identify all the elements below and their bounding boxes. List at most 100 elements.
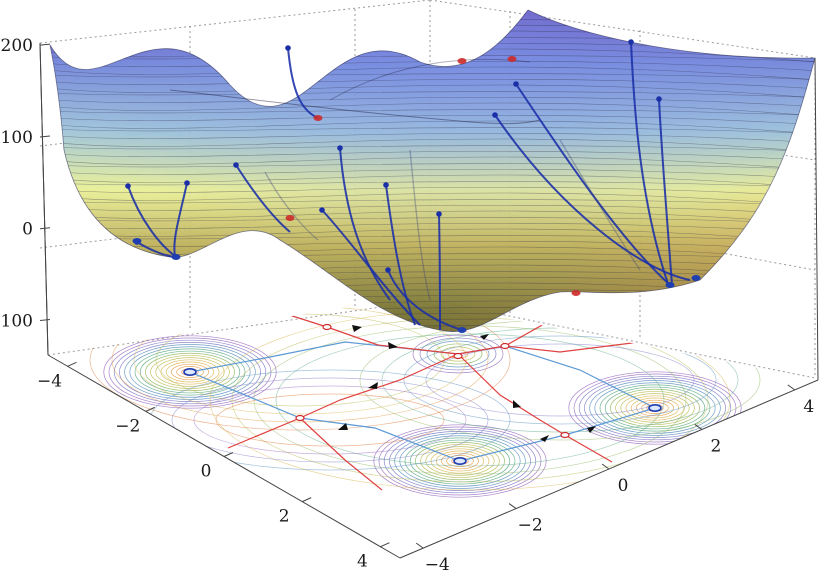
contour-ring bbox=[620, 393, 690, 423]
gradient-path bbox=[235, 164, 291, 233]
surface-ridge bbox=[169, 89, 541, 125]
contour-line bbox=[171, 377, 489, 463]
floor-saddle-marker bbox=[322, 323, 332, 331]
separatrix bbox=[227, 353, 459, 449]
contour-line bbox=[155, 313, 445, 407]
surface-minimum-marker bbox=[457, 327, 467, 333]
separatrix bbox=[282, 312, 459, 355]
left-tick-mark bbox=[223, 452, 234, 457]
path-start-point bbox=[385, 267, 391, 273]
gradient-path bbox=[494, 114, 691, 281]
right-tick-mark bbox=[601, 463, 610, 470]
path-start-point bbox=[285, 45, 291, 51]
path-start-point bbox=[513, 81, 519, 87]
contour-ring bbox=[404, 437, 516, 485]
surface-minimum-marker bbox=[132, 238, 142, 244]
surface-contour bbox=[50, 163, 815, 171]
floor-minimum-marker bbox=[453, 456, 467, 465]
surface-contour bbox=[50, 217, 815, 225]
contour-ring bbox=[399, 435, 521, 487]
gradient-path-back bbox=[409, 149, 431, 301]
path-start-point bbox=[492, 112, 498, 118]
surface-contour bbox=[50, 204, 815, 216]
contour-ring bbox=[435, 450, 485, 472]
z-tick-label: −100 bbox=[0, 311, 33, 331]
contour-ring bbox=[584, 377, 726, 439]
surface-critical-marker bbox=[571, 290, 581, 296]
contour-ring bbox=[641, 402, 669, 414]
floor-saddle-marker bbox=[453, 352, 463, 360]
z-tick-mark bbox=[39, 318, 51, 321]
contour-ring bbox=[119, 341, 261, 403]
gradient-path bbox=[339, 147, 391, 301]
contour-ring bbox=[134, 348, 246, 396]
contour-ring bbox=[630, 397, 680, 419]
surface-contour bbox=[50, 114, 815, 126]
path-start-point bbox=[383, 182, 389, 188]
contour-ring bbox=[573, 373, 737, 443]
surface-contour bbox=[50, 210, 815, 226]
left-tick-label: 0 bbox=[201, 462, 212, 482]
floor-contours bbox=[89, 298, 761, 498]
gradient-path bbox=[173, 182, 188, 257]
right-tick-label: 4 bbox=[803, 397, 814, 417]
contour-ring bbox=[441, 452, 479, 470]
floor-minimum-marker bbox=[648, 403, 662, 412]
contour-ring bbox=[615, 391, 695, 425]
path-start-point bbox=[436, 211, 442, 217]
contour-ring bbox=[383, 428, 537, 494]
left-tick-label: 4 bbox=[357, 552, 368, 572]
contour-ring bbox=[425, 446, 495, 476]
surface-contour bbox=[50, 66, 815, 82]
separatrix bbox=[504, 341, 641, 353]
floor-minimum-marker bbox=[183, 367, 197, 376]
gradient-path bbox=[387, 269, 463, 331]
left-axis-ticks: −4 −2 0 2 4 bbox=[37, 361, 390, 572]
z-tick-mark bbox=[39, 43, 51, 46]
gradient-path-back bbox=[264, 171, 319, 241]
contour-line bbox=[111, 298, 489, 423]
contour-ring bbox=[124, 344, 256, 400]
path-start-point bbox=[319, 207, 325, 213]
path-start-point bbox=[628, 39, 634, 45]
path-start-point bbox=[233, 162, 239, 168]
valley-line bbox=[189, 371, 461, 462]
path-start-point bbox=[125, 183, 131, 189]
left-tick-label: 2 bbox=[279, 507, 290, 527]
critical-points bbox=[132, 56, 701, 465]
floor-saddle-marker bbox=[500, 342, 510, 350]
contour-ring bbox=[636, 399, 674, 417]
contour-ring bbox=[604, 386, 706, 430]
surface-contour bbox=[50, 96, 815, 108]
surface-minimum-marker bbox=[171, 254, 181, 260]
z-tick-label: 0 bbox=[22, 220, 33, 240]
gradient-path bbox=[385, 184, 416, 326]
z-tick-mark bbox=[39, 135, 51, 138]
contour-ring bbox=[165, 361, 215, 383]
z-tick-label: 100 bbox=[1, 128, 33, 148]
z-tick-mark bbox=[39, 227, 51, 230]
left-tick-label: −2 bbox=[115, 416, 140, 436]
left-tick-mark bbox=[67, 361, 77, 367]
left-tick-mark bbox=[145, 406, 155, 412]
contour-ring bbox=[446, 455, 474, 467]
surface-contour bbox=[50, 73, 815, 81]
contour-ring bbox=[419, 337, 497, 371]
gradient-paths bbox=[125, 39, 691, 331]
surface-contour bbox=[50, 222, 815, 234]
gradient-path bbox=[438, 213, 441, 331]
left-tick-label: −4 bbox=[37, 371, 62, 391]
surface-contour bbox=[50, 84, 815, 100]
surface-critical-marker bbox=[507, 56, 517, 62]
floor-saddle-marker bbox=[560, 431, 570, 439]
gradient-path-back bbox=[559, 139, 641, 271]
z-tick-label: 200 bbox=[1, 36, 33, 56]
surface-contour bbox=[50, 102, 815, 118]
contour-line bbox=[89, 298, 511, 431]
valley-line bbox=[189, 341, 459, 373]
contour-ring bbox=[389, 430, 531, 492]
right-tick-label: −2 bbox=[518, 516, 543, 536]
right-tick-label: −4 bbox=[425, 555, 450, 575]
gradient-path bbox=[287, 47, 319, 119]
